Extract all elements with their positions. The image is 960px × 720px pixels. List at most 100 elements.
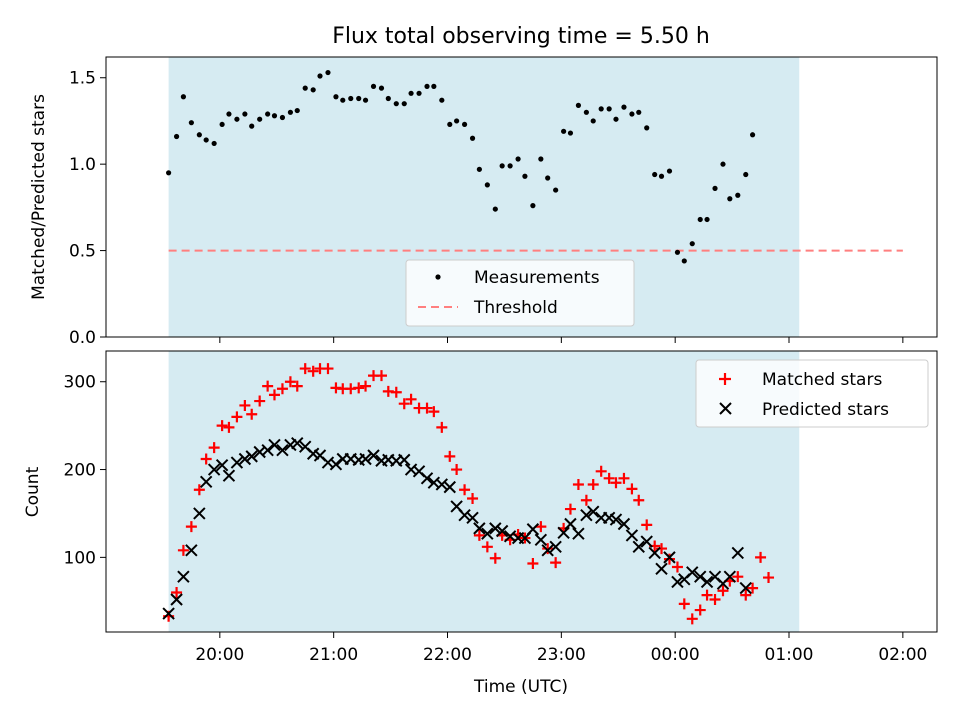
measurement-points [166,69,756,264]
measurement-point [666,168,673,174]
measurement-point [211,140,217,147]
measurement-point [583,109,589,115]
matched-point [390,386,402,398]
measurement-point [242,111,248,117]
matched-point [747,582,759,594]
measurement-point [561,128,567,134]
predicted-point [420,472,434,485]
measurement-point [348,95,354,102]
measurement-point [606,106,612,112]
legend-matched-label: Matched stars [762,370,882,390]
matched-point [535,521,547,533]
legend-matched-marker [719,373,731,385]
predicted-point [655,562,668,575]
predicted-point [207,463,221,476]
legend-measurement-marker [435,274,441,280]
predicted-point [534,533,548,547]
matched-point [405,393,417,405]
measurement-point [681,258,687,264]
measurement-point [196,132,202,138]
measurement-point [652,171,658,178]
x-tick-label: 20:00 [195,645,244,665]
measurement-point [317,73,323,79]
matched-point [353,382,365,394]
predicted-point [541,544,554,557]
matched-point [678,598,690,610]
matched-point [268,389,280,401]
predicted-point [359,452,372,466]
predicted-point [580,509,593,522]
predicted-point [495,524,509,538]
matched-point [276,383,288,395]
predicted-point [215,458,229,472]
matched-point [717,585,729,597]
matched-point [686,613,698,625]
predicted-point [329,458,343,471]
measurement-point [704,216,710,223]
measurement-point [333,94,339,100]
measurement-point [629,111,635,117]
predicted-point [723,570,737,583]
measurement-point [720,161,726,167]
matched-point [473,529,485,541]
measurement-point [735,192,741,198]
legend-measurements-label: Measurements [474,268,600,288]
matched-point [641,519,653,531]
y-axis-label: Matched/Predicted stars [29,94,49,300]
matched-point [200,453,212,465]
matched-point [307,365,319,377]
measurement-point [469,135,476,141]
matched-point [755,551,767,563]
matched-point [262,380,274,392]
measurement-point [265,111,271,117]
plot-frame [105,350,938,633]
x-axis-ticks [219,337,904,343]
predicted-point [609,513,623,526]
predicted-point [617,517,631,531]
matched-point [428,406,440,418]
x-axis-ticks: 20:00 21:00 22:00 23:00 00:00 01:00 02:00 [195,632,927,665]
predicted-point [222,469,236,482]
measurement-point [279,114,286,121]
y-axis-ticks: 0.0 0.5 1.0 1.5 [69,69,106,348]
measurement-point [515,156,521,162]
y-tick-label: 1.0 [69,155,96,175]
measurement-point [689,241,695,247]
measurement-point [340,97,346,103]
measurement-point [325,69,331,76]
predicted-point [276,444,289,457]
measurement-point [408,90,414,96]
matched-point [223,421,235,433]
predicted-point [481,527,494,540]
matched-point [459,484,471,496]
matched-point [603,472,615,484]
matched-point [595,465,607,477]
x-tick-label: 00:00 [651,645,700,665]
matched-point [542,543,554,555]
measurement-point [302,85,308,91]
predicted-point [443,480,456,494]
chart-title: Flux total observing time = 5.50 h [332,24,710,49]
matched-point [398,398,410,410]
count-panel: 100 200 300 20:00 21:00 22:00 23:00 00:00 01:00… [23,350,938,697]
predicted-point [663,551,676,564]
matched-point [246,408,258,420]
matched-point [633,494,645,506]
measurement-point [226,111,232,117]
measurement-point [590,118,596,124]
predicted-point [549,540,562,554]
matched-point [322,363,334,375]
measurement-point [234,116,240,122]
measurement-point [431,83,437,89]
measurement-point [378,85,385,91]
measurement-point [416,90,422,96]
measurement-point [621,104,627,110]
predicted-point [177,570,190,583]
measurement-point [294,107,300,114]
matched-point [564,503,576,515]
measurement-point [385,95,391,102]
matched-point [663,553,675,565]
predicted-point [291,436,304,450]
predicted-point [640,535,653,548]
predicted-point [731,546,744,560]
